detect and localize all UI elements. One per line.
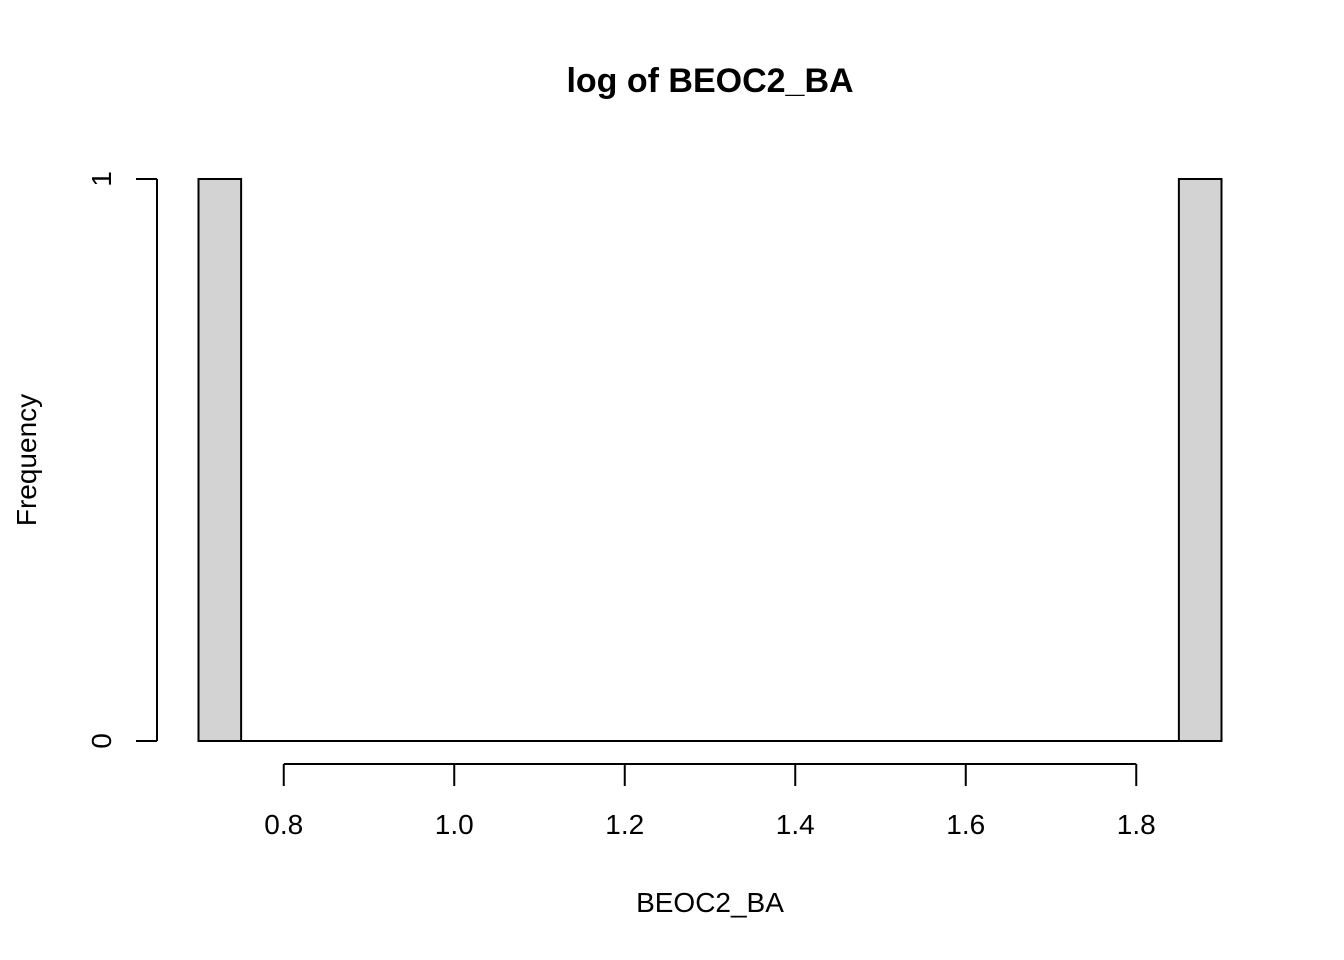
x-axis-label: BEOC2_BA: [636, 887, 784, 918]
x-tick-label: 1.4: [776, 809, 815, 840]
x-tick-label: 1.6: [946, 809, 985, 840]
histogram-bar: [1177, 178, 1223, 742]
chart-title: log of BEOC2_BA: [566, 62, 853, 100]
y-axis: 01: [86, 171, 158, 749]
y-tick-label: 1: [86, 171, 117, 187]
y-tick-label: 0: [86, 733, 117, 749]
bars-group: [197, 178, 1223, 742]
x-tick-label: 1.0: [435, 809, 474, 840]
y-axis-label: Frequency: [11, 394, 42, 526]
x-axis: 0.8 1.0 1.2 1.4 1.6 1.8: [264, 763, 1156, 840]
x-tick-label: 1.8: [1117, 809, 1156, 840]
x-tick-label: 0.8: [264, 809, 303, 840]
x-tick-label: 1.2: [605, 809, 644, 840]
histogram-bar: [197, 178, 243, 742]
